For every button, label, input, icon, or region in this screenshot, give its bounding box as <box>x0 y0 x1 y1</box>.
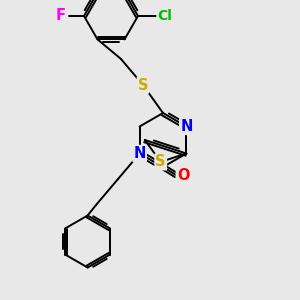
Text: Cl: Cl <box>158 9 172 23</box>
Text: S: S <box>155 154 166 169</box>
Text: F: F <box>56 8 66 23</box>
Text: N: N <box>180 119 193 134</box>
Text: O: O <box>177 167 189 182</box>
Text: N: N <box>134 146 146 161</box>
Text: S: S <box>138 77 148 92</box>
